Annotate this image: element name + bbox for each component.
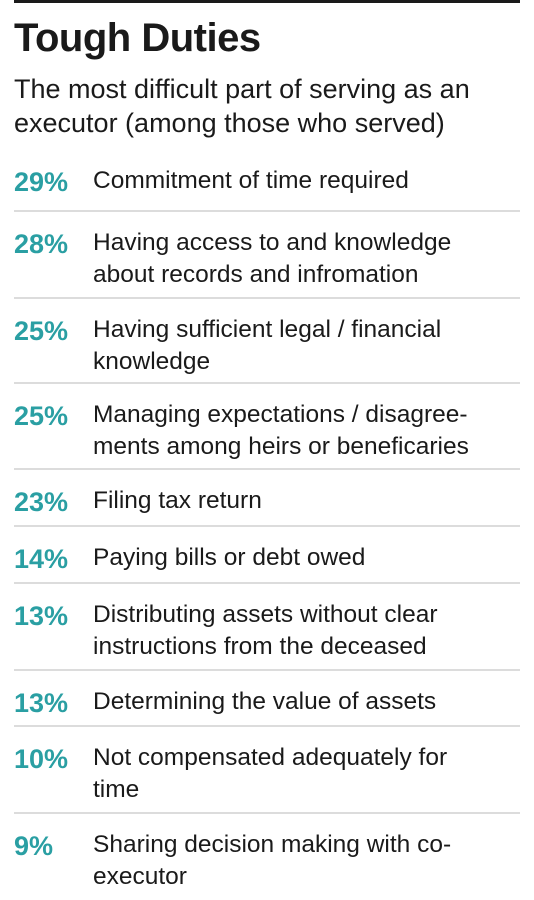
row-label: Paying bills or debt owed	[93, 527, 520, 574]
data-table: 29% Commitment of time required 28% Having …	[14, 150, 520, 894]
row-label-line: ments among heirs or beneficaries	[93, 433, 469, 460]
table-row: 13% Distributing assets without clear inst…	[14, 584, 520, 671]
row-label: Sharing decision making with co-executor	[93, 814, 520, 893]
row-label-line: Sharing decision making with co-	[93, 831, 452, 858]
row-label-line: Not compensated adequately for	[93, 744, 448, 771]
chart-subtitle: The most difficult part of serving as an…	[14, 74, 470, 138]
row-percent-value: 13%	[14, 601, 69, 631]
row-label-line: executor	[93, 863, 187, 890]
row-label: Determining the value of assets	[93, 671, 520, 718]
row-label: Filing tax return	[93, 470, 520, 517]
row-label: Managing expectations / disagree-ments a…	[93, 384, 520, 463]
row-label: Having sufficient legal / financial knowl…	[93, 299, 520, 378]
table-row: 29% Commitment of time required	[14, 150, 520, 212]
table-row: 10% Not compensated adequately for time	[14, 727, 520, 814]
table-row: 28% Having access to and knowledge about r…	[14, 212, 520, 299]
table-row: 23% Filing tax return	[14, 470, 520, 527]
row-label-line: Having access to and knowledge	[93, 229, 452, 256]
row-label-line: time	[93, 776, 140, 803]
row-percent-value: 10%	[14, 744, 69, 774]
table-row: 25% Having sufficient legal / financial kn…	[14, 299, 520, 384]
row-label-line: about records and infromation	[93, 261, 419, 288]
table-row: 14% Paying bills or debt owed	[14, 527, 520, 584]
row-label-line: Determining the value of assets	[93, 688, 437, 715]
row-label: Commitment of time required	[93, 150, 520, 197]
row-label-line: Having sufficient legal / financial	[93, 316, 442, 343]
row-percent-value: 9%	[14, 831, 54, 861]
row-label-line: Commitment of time required	[93, 167, 409, 194]
row-percent-value: 25%	[14, 316, 69, 346]
row-label-line: Distributing assets without clear	[93, 601, 438, 628]
row-percent-value: 28%	[14, 229, 69, 259]
row-percent-value: 25%	[14, 401, 69, 431]
row-label-line: knowledge	[93, 348, 211, 375]
row-percent-value: 13%	[14, 688, 69, 718]
row-percent-value: 29%	[14, 167, 69, 197]
chart-title: Tough Duties	[14, 16, 261, 60]
table-row: 9% Sharing decision making with co-execut…	[14, 814, 520, 894]
row-label-line: instructions from the deceased	[93, 633, 427, 660]
table-row: 25% Managing expectations / disagree-ment…	[14, 384, 520, 470]
row-label-line: Paying bills or debt owed	[93, 544, 366, 571]
row-label: Having access to and knowledge about reco…	[93, 212, 520, 291]
row-label-line: Managing expectations / disagree-	[93, 401, 468, 428]
row-percent-value: 14%	[14, 544, 69, 574]
table-row: 13% Determining the value of assets	[14, 671, 520, 727]
row-label-line: Filing tax return	[93, 487, 262, 514]
row-label: Distributing assets without clear instruc…	[93, 584, 520, 663]
row-percent-value: 23%	[14, 487, 69, 517]
top-rule	[14, 0, 520, 3]
row-label: Not compensated adequately for time	[93, 727, 520, 806]
